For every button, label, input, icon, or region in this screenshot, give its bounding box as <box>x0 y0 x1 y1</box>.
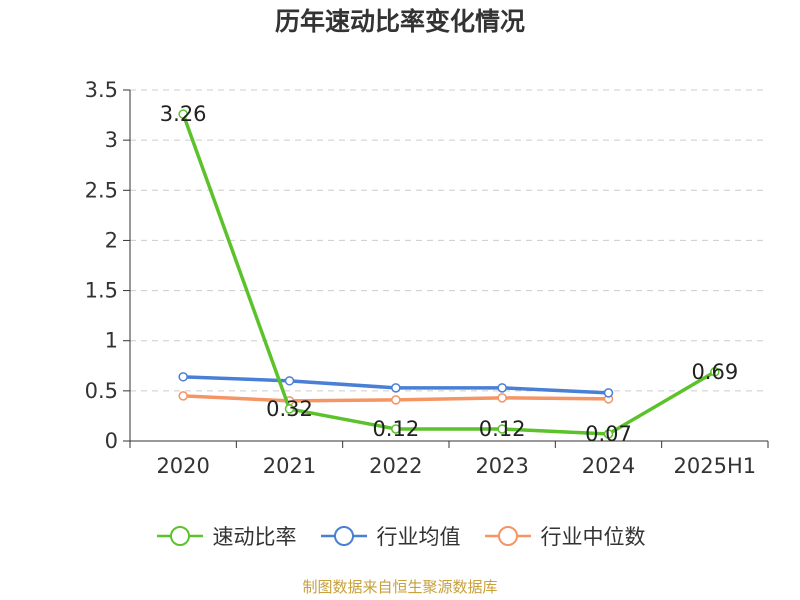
data-label: 0.32 <box>266 397 313 421</box>
chart-title: 历年速动比率变化情况 <box>274 7 525 36</box>
y-tick-label: 1 <box>105 329 118 353</box>
y-tick-label: 3.5 <box>85 78 118 102</box>
legend-item[interactable]: 行业均值 <box>319 521 461 551</box>
x-tick-label: 2022 <box>369 454 422 478</box>
legend-label: 行业均值 <box>376 525 461 549</box>
source-note: 制图数据来自恒生聚源数据库 <box>302 578 498 596</box>
x-tick-label: 2025H1 <box>674 454 757 478</box>
x-tick-label: 2020 <box>156 454 209 478</box>
data-point <box>497 393 507 403</box>
legend-item[interactable]: 行业中位数 <box>483 521 646 551</box>
x-tick-label: 2021 <box>263 454 316 478</box>
data-point <box>391 395 401 405</box>
data-label: 0.07 <box>585 422 632 446</box>
y-tick-label: 3 <box>105 128 118 152</box>
data-label: 3.26 <box>160 102 207 126</box>
data-point <box>178 391 188 401</box>
data-point <box>391 424 401 434</box>
legend-label: 行业中位数 <box>540 525 646 549</box>
x-tick-label: 2023 <box>475 454 528 478</box>
y-tick-label: 2 <box>105 228 118 252</box>
legend-circle <box>497 526 518 546</box>
data-point <box>178 109 188 119</box>
legend: 速动比率 行业均值 行业中位数 <box>0 518 800 554</box>
data-point <box>710 367 720 377</box>
data-label: 0.12 <box>372 417 419 441</box>
legend-item[interactable]: 速动比率 <box>155 521 297 551</box>
x-tick-label: 2024 <box>582 454 635 478</box>
data-point <box>391 383 401 393</box>
y-tick-label: 1.5 <box>85 279 118 303</box>
data-point <box>603 388 614 398</box>
data-point <box>284 404 295 414</box>
legend-label: 速动比率 <box>212 525 297 549</box>
legend-marker-icon <box>320 526 367 546</box>
data-point <box>178 372 188 382</box>
grid-lines <box>130 89 768 392</box>
legend-circle <box>333 526 354 546</box>
axes: 0 0.5 1 1.5 2 2.5 3 3.5 2020 2021 2022 2023 2024 2025… <box>85 78 769 478</box>
series-line <box>181 113 716 436</box>
data-point <box>497 383 507 393</box>
data-label: 0.69 <box>691 360 738 384</box>
data-point <box>284 376 295 386</box>
data-point <box>603 429 614 439</box>
legend-marker-icon <box>484 526 531 546</box>
legend-circle <box>169 526 190 546</box>
y-tick-label: 0.5 <box>85 379 118 403</box>
data-labels: 3.26 0.32 0.12 0.12 0.07 0.69 <box>160 102 738 446</box>
y-tick-label: 2.5 <box>85 178 118 202</box>
data-label: 0.12 <box>479 417 526 441</box>
series-lines <box>178 109 720 439</box>
y-tick-label: 0 <box>105 429 118 453</box>
data-point <box>497 424 507 434</box>
legend-marker-icon <box>156 526 203 546</box>
